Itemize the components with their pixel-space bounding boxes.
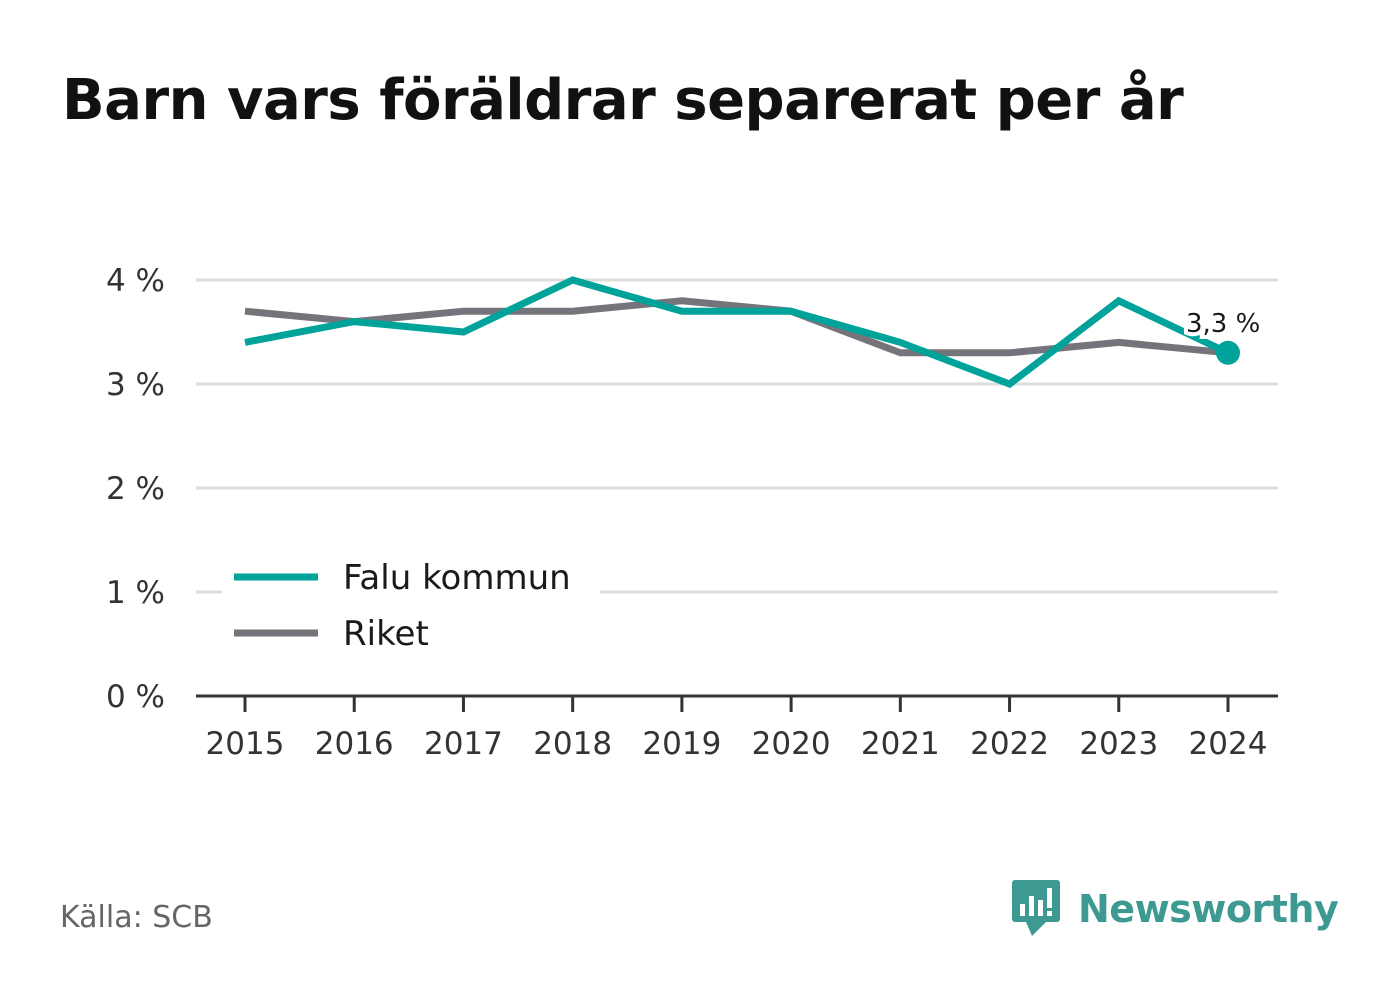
- x-tick-label: 2019: [642, 726, 721, 762]
- legend-label: Riket: [343, 614, 429, 654]
- newsworthy-logo-icon: [1012, 880, 1060, 936]
- data-labels: 3,3 %: [1182, 305, 1264, 365]
- x-tick-label: 2020: [752, 726, 831, 762]
- x-tick-label: 2023: [1079, 726, 1158, 762]
- x-tick-label: 2018: [533, 726, 612, 762]
- y-tick-label: 4 %: [106, 263, 165, 299]
- gridlines: 0 % 1 % 2 % 3 % 4 %: [106, 263, 1278, 715]
- legend-label: Falu kommun: [343, 558, 571, 598]
- y-tick-label: 3 %: [106, 367, 165, 403]
- y-tick-label: 1 %: [106, 575, 165, 611]
- series-line-1: [244, 297, 1229, 357]
- x-tick-label: 2022: [970, 726, 1049, 762]
- chart-title: Barn vars föräldrar separerat per år: [62, 68, 1184, 133]
- brand: Newsworthy: [1010, 878, 1339, 940]
- x-tick-label: 2021: [861, 726, 940, 762]
- end-point-marker: [1216, 340, 1240, 365]
- end-value-label: 3,3 %: [1186, 309, 1260, 339]
- x-tick-label: 2016: [315, 726, 394, 762]
- source-text: Källa: SCB: [60, 900, 213, 935]
- x-tick-label: 2024: [1189, 726, 1268, 762]
- x-tick-label: 2015: [206, 726, 285, 762]
- series-line-0: [244, 276, 1230, 388]
- x-tick-label: 2017: [424, 726, 503, 762]
- legend-background: [222, 548, 600, 666]
- y-tick-label: 0 %: [106, 679, 165, 715]
- x-axis: 2015 2016 2017 2018 2019 2020 2021 2022 2023 2024: [196, 694, 1278, 762]
- legend: Falu kommun Riket: [222, 548, 600, 666]
- y-tick-label: 2 %: [106, 471, 165, 507]
- series-lines: [244, 276, 1230, 388]
- brand-name: Newsworthy: [1078, 887, 1339, 931]
